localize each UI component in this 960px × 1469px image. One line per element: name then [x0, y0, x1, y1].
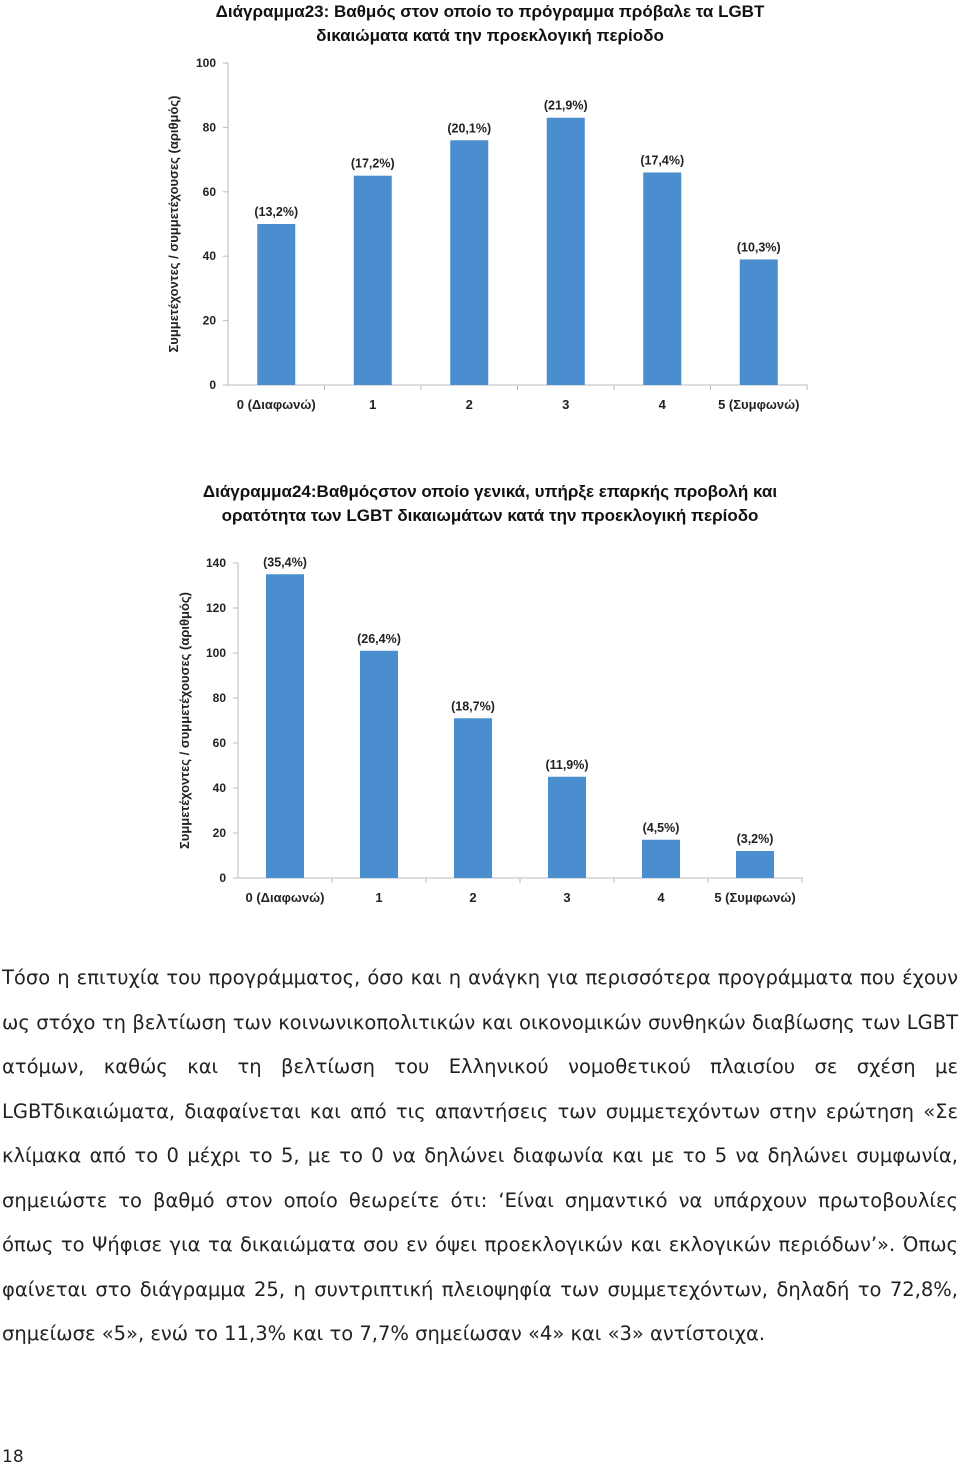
- x-tick-label: 3: [562, 397, 569, 412]
- bar: [454, 718, 492, 878]
- y-tick-label: 60: [203, 185, 217, 199]
- chart-23-title-line-1: Διάγραμμα23: Βαθμός στον οποίο το πρόγρα…: [215, 2, 765, 21]
- y-tick-label: 100: [206, 646, 226, 660]
- bar: [353, 175, 392, 385]
- bar: [739, 259, 778, 385]
- bar: [642, 839, 680, 878]
- chart-24-title: Διάγραμμα24:Βαθμόςστον οποίο γενικά, υπή…: [0, 480, 960, 528]
- data-label: (17,2%): [351, 157, 395, 171]
- x-tick-label: 1: [375, 890, 382, 905]
- bar: [546, 117, 585, 386]
- data-label: (10,3%): [737, 240, 781, 254]
- data-label: (26,4%): [357, 632, 401, 646]
- data-label: (20,1%): [447, 121, 491, 135]
- y-tick-label: 140: [206, 556, 226, 570]
- x-tick-label: 2: [469, 890, 476, 905]
- data-label: (17,4%): [640, 153, 684, 167]
- y-tick-label: 40: [203, 249, 217, 263]
- body-paragraph: Τόσο η επιτυχία του προγράμματος, όσο κα…: [2, 966, 958, 1345]
- data-label: (35,4%): [263, 555, 307, 569]
- x-tick-label: 0 (Διαφωνώ): [246, 890, 325, 905]
- y-tick-label: 20: [203, 314, 217, 328]
- x-tick-label: 4: [657, 890, 665, 905]
- y-tick-label: 20: [213, 826, 227, 840]
- x-tick-label: 2: [466, 397, 473, 412]
- chart-23: 0 20 40 60 80 100 Συμμετέχοντες / συμμετέχουσε…: [166, 56, 808, 412]
- bar: [450, 140, 489, 385]
- chart-23-title: Διάγραμμα23: Βαθμός στον οποίο το πρόγρα…: [0, 0, 960, 48]
- data-label: (13,2%): [254, 205, 298, 219]
- bar: [266, 574, 304, 878]
- data-label: (11,9%): [545, 758, 588, 772]
- y-tick-label: 60: [213, 736, 227, 750]
- data-label: (4,5%): [643, 821, 680, 835]
- chart-24-title-line-2: ορατότητα των LGBT δικαιωμάτων κατά την …: [221, 506, 759, 525]
- bar: [736, 851, 774, 878]
- data-label: (21,9%): [544, 99, 588, 113]
- x-tick-label: 3: [563, 890, 570, 905]
- y-tick-label: 80: [213, 691, 227, 705]
- body-paragraph-block: Τόσο η επιτυχία του προγράμματος, όσο κα…: [2, 956, 958, 1357]
- y-tick-label: 120: [206, 601, 226, 615]
- page-number: 18: [2, 1447, 24, 1467]
- x-tick-label: 5 (Συμφωνώ): [714, 890, 795, 905]
- data-label: (18,7%): [451, 699, 495, 713]
- y-tick-label: 0: [209, 378, 216, 392]
- bar: [643, 172, 682, 385]
- y-tick-label: 80: [203, 120, 217, 134]
- y-tick-label: 40: [213, 781, 227, 795]
- y-tick-label: 0: [219, 871, 226, 885]
- chart-23-title-line-2: δικαιώματα κατά την προεκλογική περίοδο: [316, 26, 664, 45]
- x-tick-label: 5 (Συμφωνώ): [718, 397, 799, 412]
- bar: [548, 776, 586, 878]
- chart-24: 0 20 40 60 80 100 120 140 Συμμετέχοντες / συμμετ…: [177, 555, 803, 905]
- bar: [257, 224, 296, 385]
- y-tick-label: 100: [196, 56, 216, 70]
- y-axis-label: Συμμετέχοντες / συμμετέχουσες (αριθμός): [177, 592, 192, 849]
- bar: [360, 650, 398, 878]
- data-label: (3,2%): [737, 832, 774, 846]
- chart-24-title-line-1: Διάγραμμα24:Βαθμόςστον οποίο γενικά, υπή…: [202, 482, 778, 501]
- x-tick-label: 4: [659, 397, 667, 412]
- y-axis-label: Συμμετέχοντες / συμμετέχουσες (αριθμός): [166, 95, 181, 352]
- x-tick-label: 0 (Διαφωνώ): [237, 397, 316, 412]
- x-tick-label: 1: [369, 397, 376, 412]
